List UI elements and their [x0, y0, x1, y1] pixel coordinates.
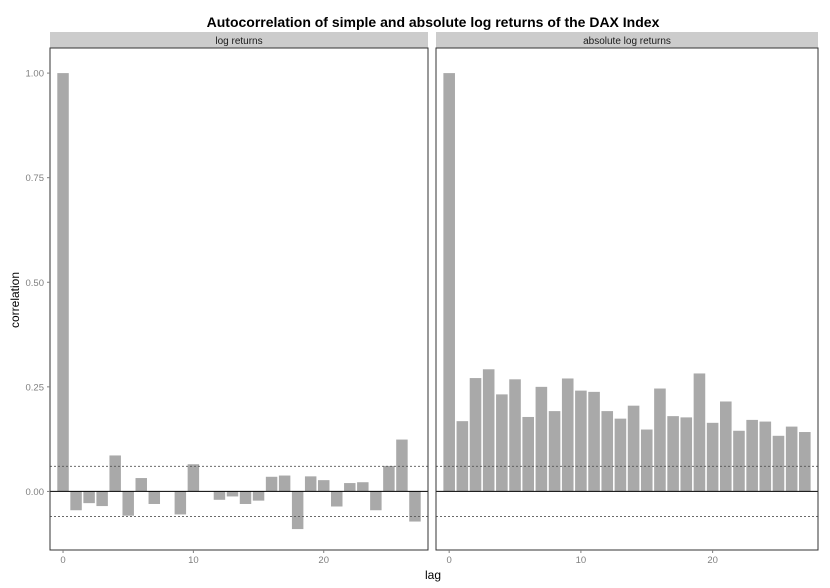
panel-2: absolute log returns 0 10 20: [435, 32, 819, 566]
panel-border: [49, 47, 429, 551]
x-tick-label: 10: [188, 555, 199, 566]
bar-lag-18: [680, 417, 693, 492]
bar-lag-3: [96, 491, 108, 507]
bar-lag-25: [383, 465, 395, 492]
bar-lag-19: [304, 476, 317, 492]
panel-border: [435, 47, 819, 551]
bar-lag-27: [409, 491, 421, 522]
bar-lag-1: [456, 421, 469, 492]
y-tick-label: 0.50: [26, 278, 45, 289]
bar-lag-9: [561, 378, 574, 492]
bar-lag-14: [239, 491, 252, 504]
y-tick-label: 0.25: [26, 382, 45, 393]
x-tick-label: 20: [707, 555, 718, 566]
bar-lag-0: [57, 73, 69, 492]
bar-lag-9: [174, 491, 187, 515]
bar-lag-10: [187, 464, 200, 492]
bar-lag-26: [785, 426, 798, 492]
bar-lag-3: [482, 369, 495, 492]
bar-lag-7: [148, 491, 161, 504]
bar-lag-24: [370, 491, 382, 511]
strip-label: absolute log returns: [583, 36, 671, 47]
bar-lag-4: [109, 455, 121, 492]
bar-lag-11: [588, 391, 600, 492]
bar-lag-23: [746, 419, 758, 492]
bar-lag-8: [548, 411, 561, 492]
bar-lag-21: [720, 401, 732, 492]
strip-background: [50, 32, 428, 48]
bar-lag-22: [344, 483, 356, 492]
bar-lag-17: [278, 475, 291, 492]
bar-lag-12: [213, 491, 226, 500]
y-axis-title: correlation: [8, 272, 22, 328]
bar-lag-15: [252, 491, 265, 501]
y-tick-label: 0.75: [26, 173, 45, 184]
bar-lag-19: [693, 373, 706, 492]
bar-lag-20: [317, 480, 330, 492]
strip-background: [436, 32, 818, 48]
bar-lag-7: [535, 386, 548, 492]
bar-lag-2: [83, 491, 95, 504]
bar-lag-26: [396, 439, 408, 492]
x-tick-label: 0: [447, 555, 452, 566]
bar-lag-6: [522, 416, 534, 492]
bar-lag-16: [654, 388, 666, 492]
bar-lag-13: [226, 491, 239, 497]
x-tick-label: 20: [318, 555, 329, 566]
bar-lag-27: [799, 432, 811, 492]
bar-lag-15: [640, 429, 653, 492]
bar-lag-20: [706, 422, 719, 492]
bar-lag-6: [135, 478, 147, 492]
bar-lag-13: [614, 418, 627, 492]
bar-lag-21: [331, 491, 343, 507]
bar-lag-4: [496, 394, 508, 492]
bar-lag-0: [443, 73, 455, 492]
bar-lag-18: [291, 491, 304, 530]
y-tick-label: 0.00: [26, 487, 45, 498]
bar-lag-2: [469, 378, 482, 492]
strip-label: log returns: [215, 36, 262, 47]
bar-lag-10: [575, 390, 587, 492]
bar-lag-17: [667, 416, 679, 492]
bar-lag-5: [509, 379, 521, 492]
bar-lag-24: [759, 421, 772, 492]
panel-1: log returns 0 10 20 0.00 0.25 0.50 0.75 1.00: [26, 32, 429, 566]
bar-lag-16: [265, 476, 278, 492]
bar-lag-23: [357, 482, 369, 492]
x-tick-label: 0: [60, 555, 65, 566]
x-axis-title: lag: [425, 568, 441, 582]
x-tick-label: 10: [576, 555, 587, 566]
bar-lag-5: [122, 491, 134, 516]
chart-title: Autocorrelation of simple and absolute l…: [207, 14, 660, 30]
bar-lag-1: [70, 491, 82, 511]
bar-lag-25: [772, 435, 785, 492]
bar-lag-22: [733, 430, 745, 492]
bar-lag-14: [627, 405, 640, 492]
y-tick-label: 1.00: [26, 69, 45, 80]
bar-lag-12: [601, 411, 614, 492]
